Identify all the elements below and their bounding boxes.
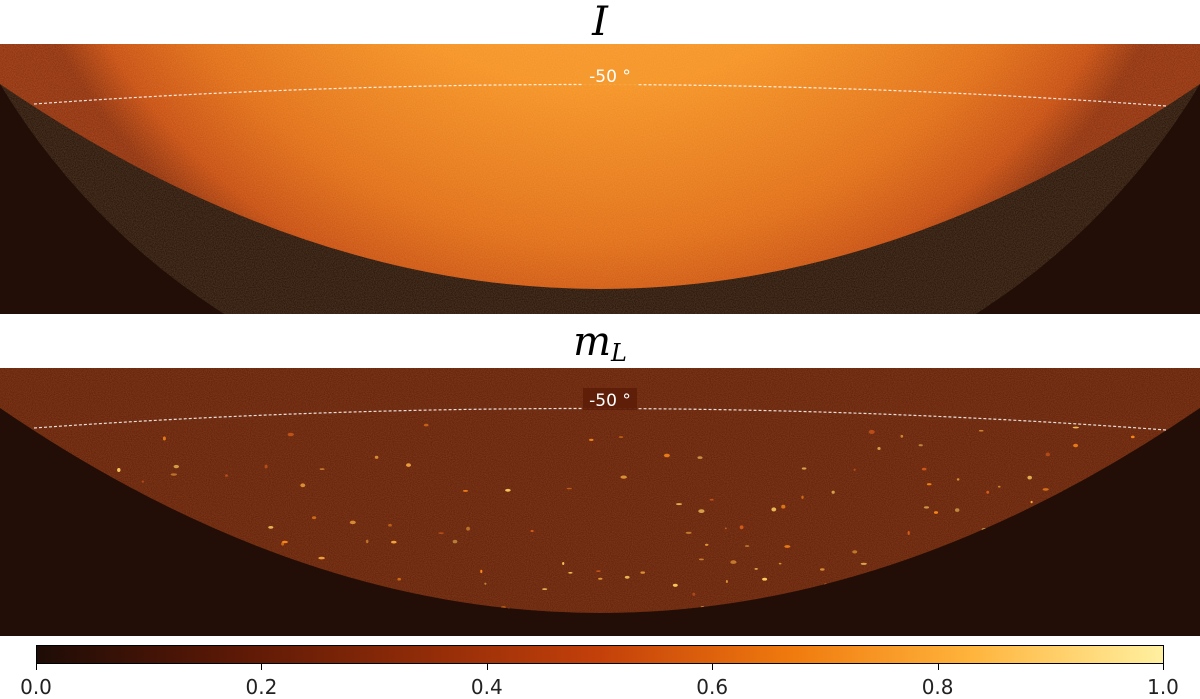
colorbar-tick-label: 0.6 — [696, 675, 729, 699]
colorbar-tick-label: 1.0 — [1147, 675, 1179, 699]
panel-ml-image: -50 ° — [0, 368, 1200, 636]
colorbar-tick — [486, 664, 488, 670]
colorbar-tick — [712, 664, 714, 670]
colorbar-gradient — [37, 646, 1163, 663]
colorbar-tick-label: 0.2 — [245, 675, 278, 699]
colorbar-tick-label: 0.4 — [470, 675, 503, 699]
colorbar-tick-label: 0.0 — [20, 675, 52, 699]
intensity-map: -50 ° — [0, 44, 1200, 314]
latitude-label: -50 ° — [589, 67, 631, 87]
panel-ml-title-sub: L — [611, 339, 627, 367]
solar-disk-intensity — [0, 44, 1200, 314]
latitude-label: -50 ° — [589, 391, 631, 411]
colorbar-tick — [36, 664, 37, 670]
panel-ml-title-text: m — [573, 319, 611, 365]
panel-intensity-title-text: I — [592, 0, 608, 45]
colorbar-tick — [937, 664, 939, 670]
colorbar — [36, 645, 1164, 664]
panel-intensity-title: I — [0, 2, 1200, 45]
panel-intensity-image: -50 ° — [0, 44, 1200, 314]
colorbar-tick — [1163, 664, 1164, 670]
colorbar-tick-label: 0.8 — [921, 675, 954, 699]
colorbar-tick — [261, 664, 263, 670]
panel-ml-title: mL — [0, 322, 1200, 365]
ml-map: -50 ° — [0, 368, 1200, 636]
